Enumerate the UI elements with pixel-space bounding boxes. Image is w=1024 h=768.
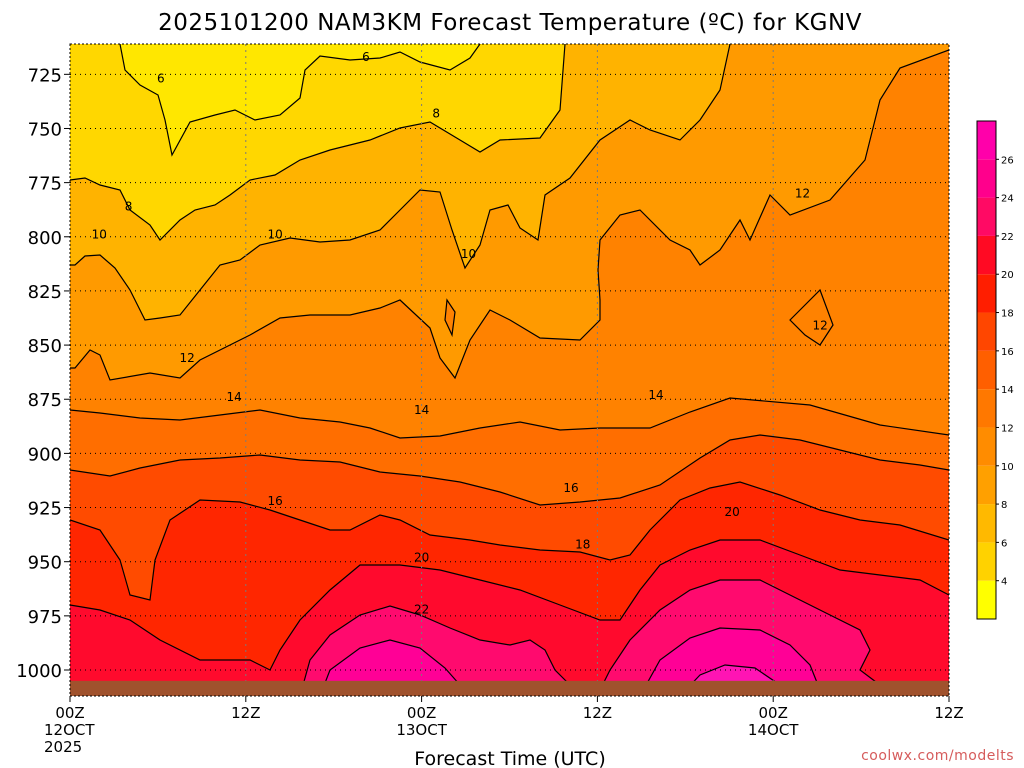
contour-label: 18 [575, 537, 590, 551]
y-tick-label: 775 [28, 174, 62, 195]
colorbar-swatch [977, 580, 996, 619]
y-tick-label: 900 [28, 444, 62, 465]
x-tick-label: 00Z [407, 704, 436, 722]
colorbar-tick-label: 10 [1001, 462, 1014, 473]
contour-label: 16 [267, 494, 282, 508]
colorbar: 4 6 8 10 12 14 16 18 20 22 24 26 [976, 120, 1014, 620]
contour-line-6 [70, 44, 566, 241]
colorbar-swatch [977, 235, 996, 275]
contour-label: 10 [461, 247, 476, 261]
y-tick-label: 750 [28, 119, 62, 140]
colorbar-frame [976, 120, 997, 620]
contour-labels: 6 6 8 8 10 10 10 12 12 12 14 14 14 16 16 18 20 20 22 [92, 50, 828, 616]
contour-label: 20 [725, 505, 740, 519]
contour-label: 6 [362, 50, 370, 64]
y-axis: 725 750 775 800 825 850 875 900 925 950 975 1000 [16, 65, 70, 682]
colorbar-tick-label: 8 [1001, 500, 1007, 511]
plot-frame [69, 43, 950, 697]
contour-label: 20 [414, 550, 429, 564]
colorbar-swatch [977, 465, 996, 505]
contour-line-12 [70, 397, 949, 439]
gridlines [70, 44, 949, 696]
colorbar-swatch [977, 427, 996, 466]
colorbar-swatch [977, 121, 996, 160]
y-tick-label: 875 [28, 390, 62, 411]
contour-label: 12 [180, 351, 195, 365]
contour-line-10-blob [444, 298, 456, 338]
x-tick-label: 14OCT [748, 721, 799, 739]
band-fill-4 [120, 44, 480, 155]
contour-line-14 [70, 434, 949, 506]
contour-label: 14 [226, 390, 241, 404]
y-tick-label: 950 [28, 553, 62, 574]
band-fill-12-blob [790, 290, 833, 345]
colorbar-tick-label: 6 [1001, 538, 1007, 549]
colorbar-tick-label: 4 [1001, 577, 1007, 588]
y-tick-label: 725 [28, 65, 62, 86]
contour-line-4 [119, 44, 481, 157]
x-tick-label: 12Z [934, 704, 963, 722]
colorbar-tick-label: 20 [1001, 270, 1014, 281]
colorbar-swatch [977, 389, 996, 428]
contour-line-10 [70, 49, 949, 381]
credit-text: coolwx.com/modelts [861, 748, 1014, 764]
contour-label: 16 [563, 481, 578, 495]
y-tick-label: 850 [28, 336, 62, 357]
x-axis-label: Forecast Time (UTC) [414, 748, 605, 768]
colorbar-swatch [977, 197, 996, 236]
x-tick-label: 12Z [583, 704, 612, 722]
y-tick-label: 1000 [16, 661, 62, 682]
x-tick-label: 13OCT [396, 721, 447, 739]
contour-label: 8 [125, 199, 133, 213]
x-tick-label: 2025 [44, 738, 82, 756]
contour-label: 10 [92, 228, 107, 242]
colorbar-swatch [977, 274, 996, 313]
y-tick-label: 925 [28, 499, 62, 520]
plot-area: 6 6 8 8 10 10 10 12 12 12 14 14 14 16 16 18 20 20 22 [70, 44, 949, 696]
x-tick-label: 12OCT [44, 721, 95, 739]
colorbar-tick-label: 22 [1001, 232, 1014, 243]
chart-title: 2025101200 NAM3KM Forecast Temperature (… [158, 10, 862, 36]
contour-line-8 [70, 44, 731, 321]
colorbar-tick-label: 14 [1001, 385, 1014, 396]
y-tick-label: 800 [28, 228, 62, 249]
contour-line-12-blob [789, 288, 834, 346]
contour-label: 22 [414, 602, 429, 616]
colorbar-tick-label: 12 [1001, 423, 1014, 434]
contour-label: 14 [414, 403, 429, 417]
colorbar-swatch [977, 159, 996, 198]
terrain [70, 680, 949, 696]
colorbar-tick-label: 16 [1001, 347, 1014, 358]
contour-label: 12 [795, 186, 810, 200]
contour-label: 10 [267, 228, 282, 242]
x-tick-label: 12Z [231, 704, 260, 722]
y-tick-label: 975 [28, 607, 62, 628]
x-tick-label: 00Z [55, 704, 84, 722]
colorbar-swatch [977, 350, 996, 390]
colorbar-tick-label: 24 [1001, 194, 1014, 205]
colorbar-swatch [977, 504, 996, 543]
contour-line-18 [70, 539, 949, 671]
contour-label: 12 [812, 319, 827, 333]
contour-label: 8 [432, 106, 440, 120]
colorbar-swatch [977, 542, 996, 581]
colorbar-tick-label: 26 [1001, 155, 1014, 166]
x-tick-label: 00Z [759, 704, 788, 722]
y-tick-label: 825 [28, 282, 62, 303]
contour-label: 6 [157, 72, 165, 86]
contour-label: 14 [648, 388, 663, 402]
contour-line-16 [70, 481, 949, 601]
colorbar-tick-label: 18 [1001, 309, 1014, 320]
colorbar-swatch [977, 312, 996, 351]
